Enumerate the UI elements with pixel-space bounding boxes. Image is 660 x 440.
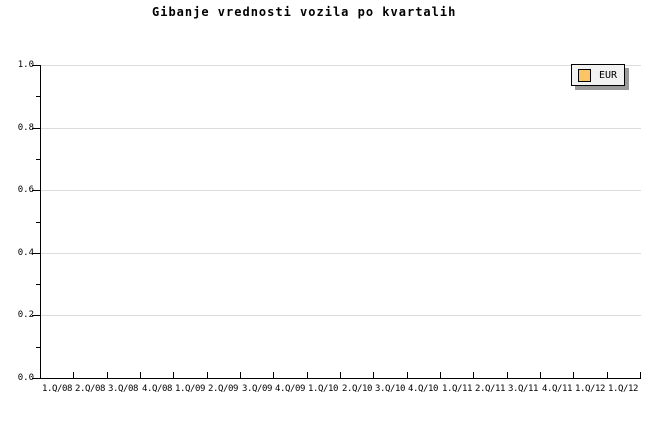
legend-swatch-eur [578, 68, 591, 82]
y-major-tick-0.4 [32, 253, 40, 254]
x-tick-8 [307, 372, 308, 378]
x-tick-6 [240, 372, 241, 378]
x-tick-17 [607, 372, 608, 378]
y-axis-label-0.6: 0.6 [17, 185, 34, 195]
y-major-tick-0.6 [32, 190, 40, 191]
x-tick-1 [73, 372, 74, 378]
y-major-tick-0.2 [32, 315, 40, 316]
legend-label-eur: EUR [599, 69, 618, 81]
x-axis-label-10: 2.Q/10 [341, 384, 373, 394]
x-tick-3 [140, 372, 141, 378]
y-minor-tick-0.3 [36, 284, 40, 285]
y-minor-tick-0.7 [36, 159, 40, 160]
x-axis-label-11: 3.Q/10 [374, 384, 406, 394]
x-axis-line [40, 378, 641, 379]
gridline-y-0.2 [41, 315, 641, 316]
y-minor-tick-0.1 [36, 347, 40, 348]
x-tick-7 [273, 372, 274, 378]
y-axis-line [40, 65, 41, 379]
gridline-y-1 [41, 65, 641, 66]
y-minor-tick-0.5 [36, 222, 40, 223]
x-tick-5 [207, 372, 208, 378]
x-axis-label-3: 3.Q/08 [107, 384, 139, 394]
x-tick-13 [473, 372, 474, 378]
x-tick-4 [173, 372, 174, 378]
y-major-tick-0 [32, 378, 40, 379]
y-major-tick-0.8 [32, 128, 40, 129]
x-tick-2 [107, 372, 108, 378]
chart-title: Gibanje vrednosti vozila po kvartalih [152, 5, 457, 19]
x-axis-label-14: 2.Q/11 [474, 384, 506, 394]
x-tick-10 [373, 372, 374, 378]
y-major-tick-1 [32, 65, 40, 66]
x-tick-18 [640, 372, 641, 378]
y-minor-tick-0.9 [36, 96, 40, 97]
x-axis-label-4: 4.Q/08 [141, 384, 173, 394]
x-axis-label-6: 2.Q/09 [207, 384, 239, 394]
y-axis-label-0.4: 0.4 [17, 248, 34, 258]
x-tick-9 [340, 372, 341, 378]
x-axis-label-2: 2.Q/08 [74, 384, 106, 394]
x-axis-label-8: 4.Q/09 [274, 384, 306, 394]
x-axis-label-15: 3.Q/11 [507, 384, 539, 394]
x-axis-label-18: 1.Q/12 [607, 384, 639, 394]
y-axis-label-0.2: 0.2 [17, 310, 34, 320]
y-axis-label-0: 0.0 [17, 373, 34, 383]
y-axis-label-0.8: 0.8 [17, 123, 34, 133]
x-tick-16 [573, 372, 574, 378]
x-axis-label-5: 1.Q/09 [174, 384, 206, 394]
x-tick-11 [407, 372, 408, 378]
x-axis-label-12: 4.Q/10 [407, 384, 439, 394]
gridline-y-0.6 [41, 190, 641, 191]
x-axis-label-7: 3.Q/09 [241, 384, 273, 394]
x-tick-12 [440, 372, 441, 378]
x-axis-label-9: 1.Q/10 [307, 384, 339, 394]
x-tick-14 [507, 372, 508, 378]
x-tick-15 [540, 372, 541, 378]
x-axis-label-16: 4.Q/11 [541, 384, 573, 394]
x-axis-label-17: 1.Q/12 [574, 384, 606, 394]
gridline-y-0.8 [41, 128, 641, 129]
x-axis-label-13: 1.Q/11 [441, 384, 473, 394]
x-axis-label-1: 1.Q/08 [41, 384, 73, 394]
legend-box: EUR [571, 64, 625, 86]
y-axis-label-1: 1.0 [17, 60, 34, 70]
gridline-y-0.4 [41, 253, 641, 254]
